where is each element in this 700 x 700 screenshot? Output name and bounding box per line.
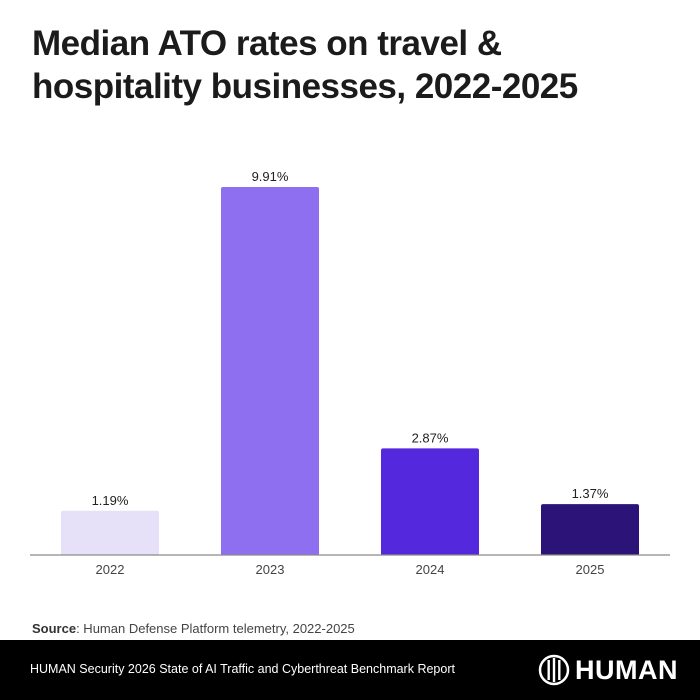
footer-bar: HUMAN Security 2026 State of AI Traffic … [0,640,700,700]
footer-report-title: HUMAN Security 2026 State of AI Traffic … [30,662,455,676]
x-tick-label-2024: 2024 [416,562,445,577]
bar-chart: 1.19% 2022 9.91% 2023 2.87% 2024 1.37% 2025 [30,169,670,577]
source-label: Source [32,621,77,636]
data-label-2022: 1.19% [92,493,129,508]
source-text: : Human Defense Platform telemetry, 2022… [76,621,355,636]
x-tick-label-2025: 2025 [576,562,605,577]
chart-title: Median ATO rates on travel & hospitality… [32,24,578,106]
data-label-2023: 9.91% [252,169,289,184]
logo-wordmark: HUMAN [575,654,678,685]
bar-2022 [61,510,159,555]
bar-2023 [221,187,319,555]
data-label-2025: 1.37% [572,486,609,501]
human-logo-icon [538,654,570,686]
source-note: Source: Human Defense Platform telemetry… [32,621,355,636]
data-label-2024: 2.87% [412,430,449,445]
x-tick-label-2022: 2022 [96,562,125,577]
bar-2025 [541,504,639,555]
x-tick-label-2023: 2023 [256,562,285,577]
bar-2024 [381,448,479,555]
brand-logo: HUMAN [538,654,678,686]
